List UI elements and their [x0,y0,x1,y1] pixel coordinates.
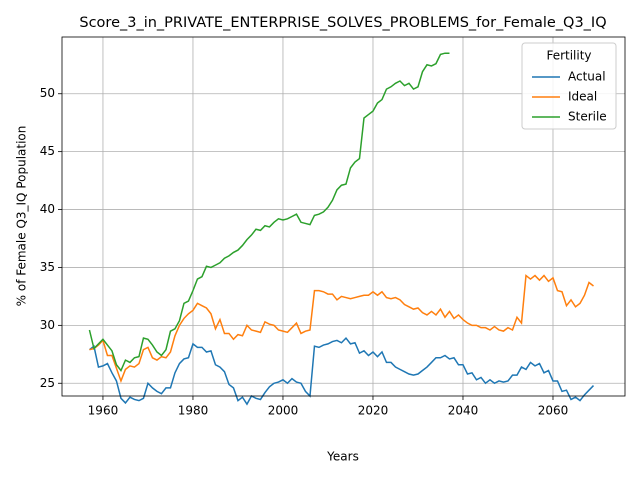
series-line [89,274,594,384]
series-line [88,336,595,406]
x-tick-label: 2060 [538,404,569,418]
y-tick-label: 25 [40,376,55,390]
x-axis-label: Years [326,450,359,464]
x-tick-label: 2000 [268,404,299,418]
legend-title: Fertility [546,49,591,63]
y-tick-label: 30 [40,318,55,332]
y-tick-label: 50 [40,86,55,100]
plot-frame [61,36,626,397]
x-tick-label: 1980 [178,404,209,418]
y-tick-label: 35 [40,260,55,274]
y-tick-label: 45 [40,144,55,158]
x-tick-label: 1960 [88,404,119,418]
y-tick-label: 40 [40,202,55,216]
y-axis-label: % of Female Q3_IQ Population [15,126,29,307]
legend-box [521,42,617,130]
x-tick-label: 2040 [448,404,479,418]
x-tick-label: 2020 [358,404,389,418]
legend-label: Actual [568,70,606,84]
legend-label: Sterile [568,110,607,124]
chart-title: Score_3_in_PRIVATE_ENTERPRISE_SOLVES_PRO… [79,15,606,31]
legend-label: Ideal [568,90,597,104]
series-line [88,52,450,372]
